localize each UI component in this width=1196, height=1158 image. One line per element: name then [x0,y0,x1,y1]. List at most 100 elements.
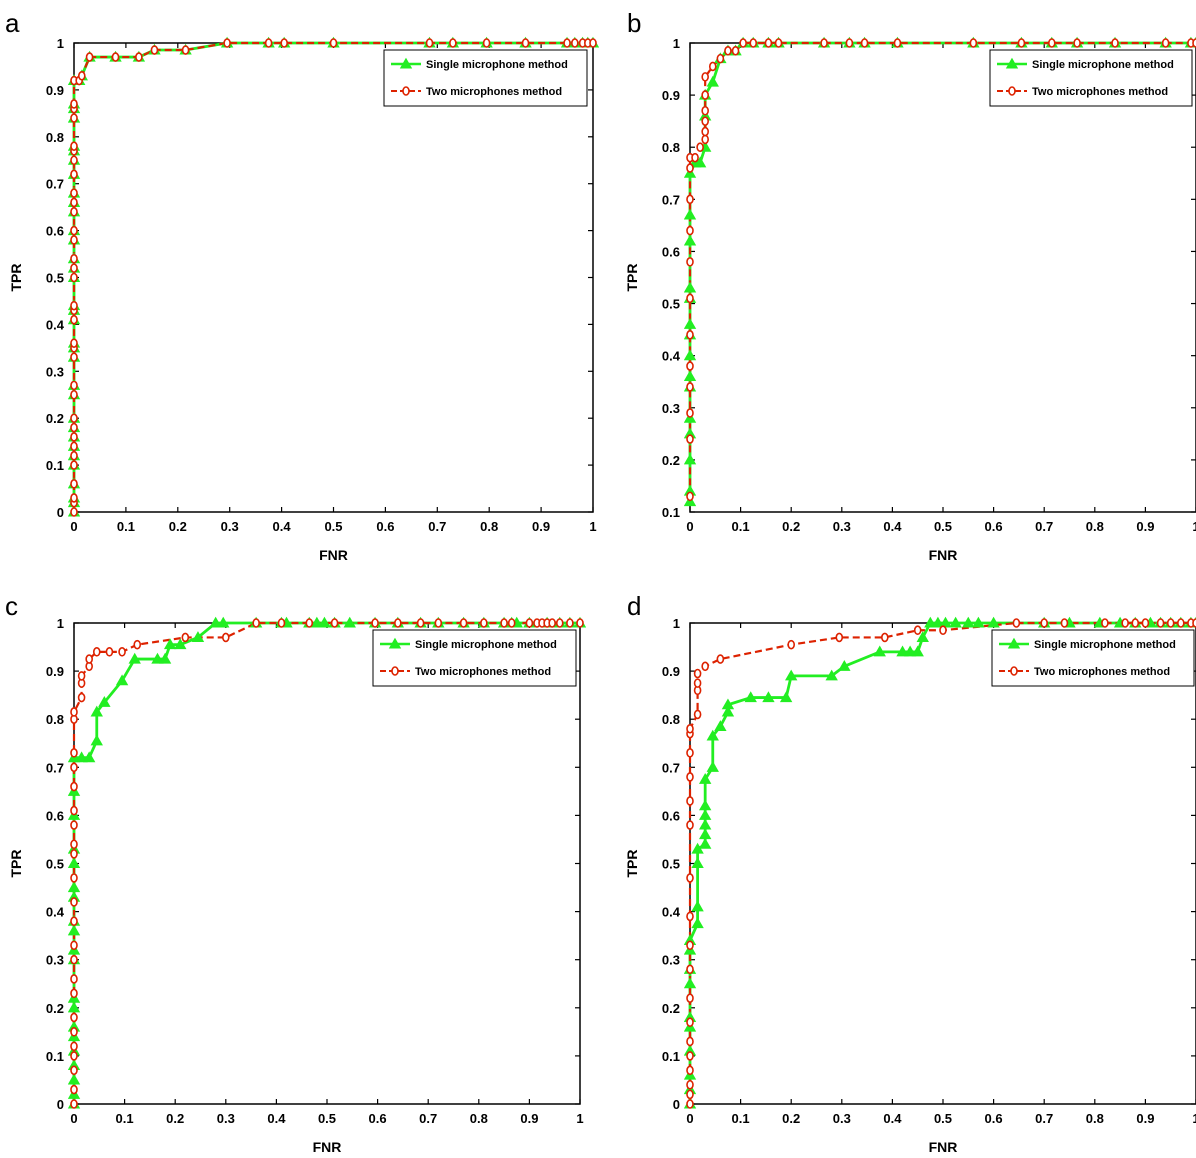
data-point-single [949,616,962,628]
data-point-two [118,647,126,657]
data-point-single [706,760,719,772]
data-point-two [70,897,78,907]
x-tick-label: 0.5 [934,519,952,534]
data-point-two [693,709,702,720]
y-tick-label: 0 [57,1097,64,1112]
data-point-two [70,460,78,470]
y-tick-label: 0.4 [46,317,65,332]
x-tick-label: 0 [70,519,77,534]
data-point-single [691,857,704,869]
data-point-two [739,38,747,48]
data-point-two [70,422,78,433]
data-point-two [686,1079,694,1090]
data-point-two [701,72,709,82]
data-point-two [835,632,844,643]
y-tick-label: 1 [57,616,64,631]
data-point-single [191,631,205,642]
data-point-single [684,234,697,246]
data-point-two [77,71,86,81]
data-point-single [825,669,838,681]
data-point-two [70,849,78,859]
data-point-two [686,993,694,1003]
data-point-two [371,618,379,628]
data-point-single [128,652,141,664]
y-tick-label: 0.8 [46,712,64,727]
data-point-two [70,113,78,123]
data-point-single [896,645,909,657]
x-tick-label: 0.2 [169,519,187,534]
y-axis-label: TPR [8,850,24,878]
x-tick-label: 0.6 [985,1111,1003,1126]
series-line-0 [72,621,580,1104]
data-point-single [68,857,81,869]
data-point-two [70,441,78,452]
panel-label: c [5,591,18,621]
data-point-two [135,52,143,62]
data-point-two [701,126,709,137]
legend-label: Single microphone method [1034,639,1176,651]
data-point-two [1161,38,1170,48]
data-point-two [105,647,114,657]
data-point-two [555,618,564,628]
y-tick-label: 0.9 [662,664,680,679]
data-point-single [68,924,81,936]
y-tick-label: 0.6 [46,808,64,823]
data-point-single [873,645,886,657]
data-point-two [969,38,978,48]
x-tick-label: 0.7 [419,1111,437,1126]
data-point-two [70,253,78,264]
x-tick-label: 0.9 [1136,1111,1154,1126]
data-point-two [70,263,78,273]
data-point-two [280,38,288,48]
data-point-two [70,873,78,883]
series-line-0 [688,41,1196,502]
y-tick-label: 0.8 [662,712,680,727]
data-point-two [1101,618,1109,628]
data-point-two [70,479,78,489]
data-point-two [480,618,488,628]
legend-label: Single microphone method [415,639,557,651]
y-tick-label: 0.2 [46,411,64,426]
y-tick-label: 0.3 [662,401,680,416]
data-point-two [70,432,78,442]
data-point-single [68,881,81,893]
data-point-single [721,698,735,710]
data-point-two [686,940,694,951]
data-point-two [708,61,717,72]
data-point-single [163,638,177,650]
data-point-two [686,225,694,236]
data-point-two [686,491,694,502]
x-tick-label: 0.4 [883,519,902,534]
panel-label: a [5,8,20,38]
data-point-two [691,152,699,163]
series-line-1 [688,41,1196,497]
data-point-two [1192,618,1196,628]
legend: Single microphone method Two microphones … [991,629,1195,687]
x-tick-label: 0.6 [376,519,394,534]
data-point-single [151,652,164,664]
y-tick-label: 0.7 [46,760,64,775]
data-point-two [133,639,142,650]
data-point-two [686,796,694,806]
legend: Single microphone method Two microphones … [383,49,588,107]
data-point-single [931,616,945,628]
data-point-two [329,38,338,48]
data-point-single [684,977,697,989]
data-point-two [701,90,709,100]
plot-frame [73,42,594,513]
legend-box [989,49,1193,107]
data-point-single [785,669,798,681]
data-point-two [70,748,78,758]
data-point-two [70,338,78,348]
series-line-1 [72,621,580,1104]
data-point-single [911,645,924,657]
data-point-two [686,820,694,830]
data-point-two [70,974,78,984]
data-point-two [686,194,694,205]
x-axis-label: FNR [929,547,958,563]
data-point-two [181,632,190,643]
chart-panel-c: c 0 0.1 0.2 0.3 0.4 0.5 0.6 0.7 0.8 0.9 1 0 0.1 0.2 0.3… [5,591,586,1155]
legend: Single microphone method Two microphones … [989,49,1193,107]
data-point-single [209,616,222,628]
